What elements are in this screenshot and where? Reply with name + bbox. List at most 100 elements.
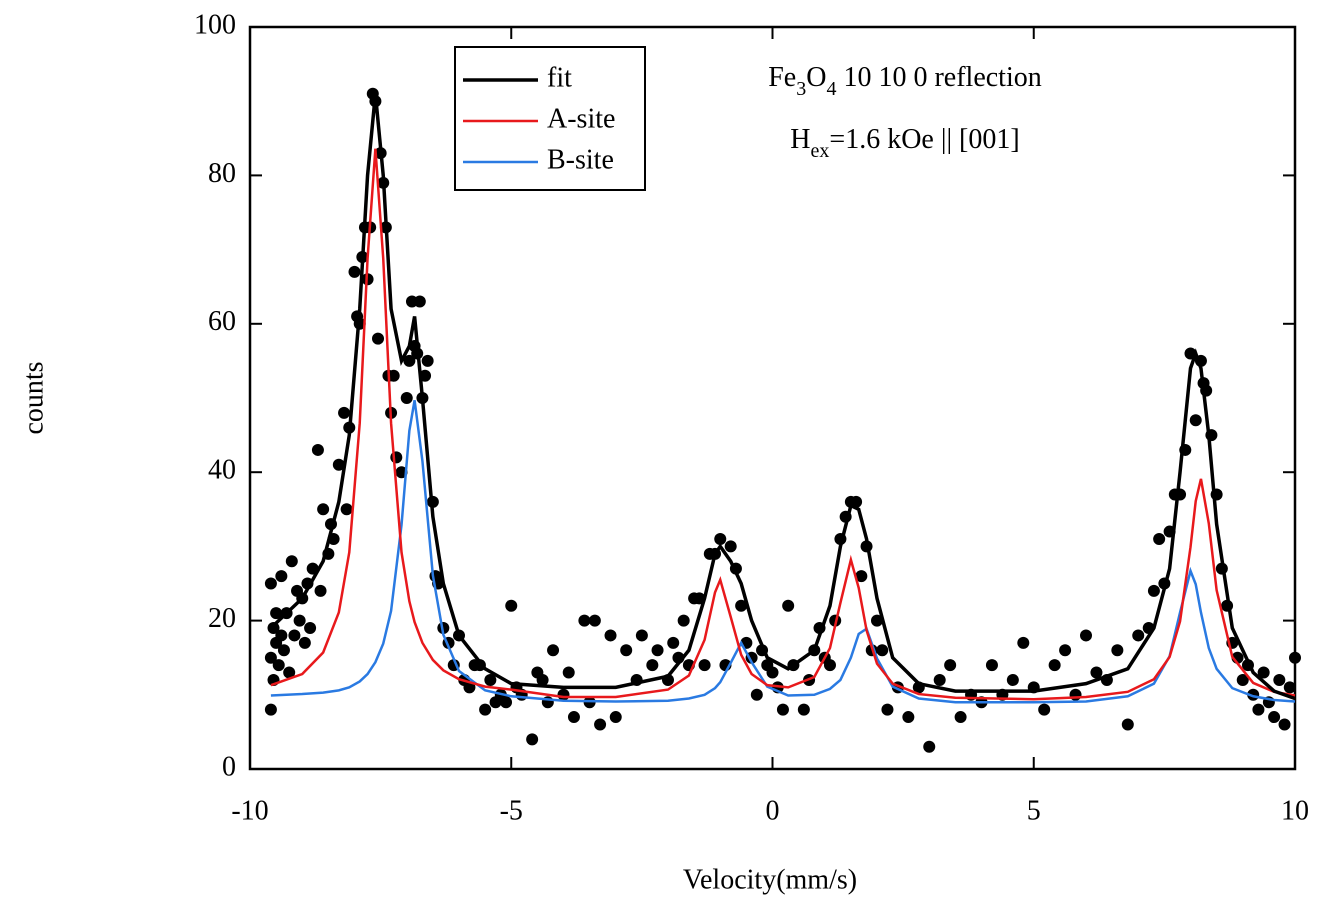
data-point xyxy=(985,659,998,672)
data-point xyxy=(421,354,434,367)
data-point xyxy=(264,703,277,716)
x-axis-label: Velocity(mm/s) xyxy=(683,864,857,895)
x-tick-label: -5 xyxy=(500,795,523,826)
data-point xyxy=(311,443,324,456)
data-point xyxy=(372,332,385,345)
data-point xyxy=(876,644,889,657)
data-point xyxy=(766,666,779,679)
data-point xyxy=(1273,673,1286,686)
data-point xyxy=(1236,673,1249,686)
data-point xyxy=(698,659,711,672)
data-point xyxy=(1257,666,1270,679)
data-point xyxy=(317,503,330,516)
data-point xyxy=(620,644,633,657)
data-point xyxy=(1080,629,1092,642)
data-point xyxy=(403,354,416,367)
data-point xyxy=(797,703,810,716)
data-point xyxy=(1252,703,1265,716)
data-point xyxy=(298,636,311,649)
data-point xyxy=(277,644,290,657)
legend-label: fit xyxy=(547,62,572,93)
y-tick-label: 80 xyxy=(208,158,236,189)
data-point xyxy=(547,644,560,657)
data-point xyxy=(782,599,795,612)
annotation: Fe3O4 10 10 0 reflection xyxy=(768,62,1042,99)
data-point xyxy=(264,651,277,664)
data-point xyxy=(1147,584,1160,597)
annotation: Hex=1.6 kOe || [001] xyxy=(790,124,1019,161)
data-point xyxy=(484,673,497,686)
data-point xyxy=(338,406,351,419)
data-point xyxy=(283,666,296,679)
annotation-part: ex xyxy=(811,140,830,162)
annotation-part: 4 xyxy=(826,78,836,100)
annotation-part: 10 10 0 reflection xyxy=(836,62,1041,93)
data-point xyxy=(724,540,737,553)
data-point xyxy=(1017,636,1030,649)
data-point xyxy=(463,681,476,694)
data-point xyxy=(275,570,288,583)
y-tick-label: 20 xyxy=(208,603,236,634)
data-point xyxy=(646,659,659,672)
annotation-part: O xyxy=(806,62,826,93)
data-point xyxy=(651,644,664,657)
data-point xyxy=(735,599,748,612)
data-point xyxy=(714,532,727,545)
data-point xyxy=(332,458,345,471)
y-tick-label: 60 xyxy=(208,306,236,337)
annotation-part: =1.6 kOe || [001] xyxy=(829,124,1019,155)
data-point xyxy=(604,629,617,642)
data-point xyxy=(677,614,690,627)
data-point xyxy=(1283,681,1296,694)
data-point xyxy=(288,629,301,642)
annotation-part: H xyxy=(790,124,810,155)
data-point xyxy=(954,711,967,724)
data-point xyxy=(635,629,648,642)
data-point xyxy=(578,614,591,627)
data-point xyxy=(594,718,607,731)
data-point xyxy=(285,555,298,568)
y-tick-label: 100 xyxy=(194,9,236,40)
data-point xyxy=(272,659,285,672)
data-point xyxy=(400,392,413,404)
legend-label: A-site xyxy=(547,103,615,134)
data-point xyxy=(562,666,575,679)
data-point xyxy=(348,265,361,278)
data-point xyxy=(1111,644,1124,657)
y-axis-label: counts xyxy=(18,361,49,434)
data-point xyxy=(536,673,549,686)
annotation-part: Fe xyxy=(768,62,796,93)
data-point xyxy=(390,451,403,464)
data-point xyxy=(1059,644,1072,657)
data-point xyxy=(264,577,277,590)
data-point xyxy=(413,295,426,308)
data-point xyxy=(275,629,288,642)
series-line xyxy=(270,148,1296,701)
data-point xyxy=(293,614,306,627)
data-point xyxy=(855,570,868,583)
x-tick-label: -10 xyxy=(231,795,268,826)
data-point xyxy=(270,607,283,620)
data-point xyxy=(1048,659,1061,672)
data-point xyxy=(750,688,763,701)
x-tick-label: 0 xyxy=(766,795,780,826)
data-point xyxy=(1153,532,1166,545)
data-point xyxy=(500,696,513,709)
data-point xyxy=(588,614,601,627)
data-point xyxy=(944,659,957,672)
data-point xyxy=(1038,703,1051,716)
data-point xyxy=(1090,666,1103,679)
x-tick-label: 5 xyxy=(1027,795,1041,826)
y-tick-label: 0 xyxy=(222,751,236,782)
series-line xyxy=(269,93,1296,701)
data-point xyxy=(1189,414,1202,427)
data-point xyxy=(505,599,518,612)
data-point xyxy=(871,614,883,627)
legend-label: B-site xyxy=(547,144,614,175)
data-point xyxy=(304,622,317,635)
y-tick-label: 40 xyxy=(208,455,236,486)
data-point xyxy=(902,711,915,724)
data-point xyxy=(1278,718,1291,731)
data-point xyxy=(314,584,327,597)
